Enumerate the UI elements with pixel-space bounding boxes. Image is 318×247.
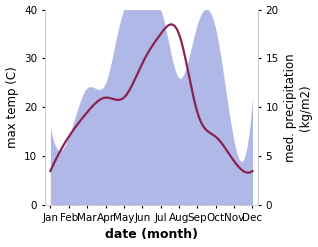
X-axis label: date (month): date (month) — [105, 228, 198, 242]
Y-axis label: med. precipitation
(kg/m2): med. precipitation (kg/m2) — [284, 53, 313, 162]
Y-axis label: max temp (C): max temp (C) — [5, 66, 18, 148]
